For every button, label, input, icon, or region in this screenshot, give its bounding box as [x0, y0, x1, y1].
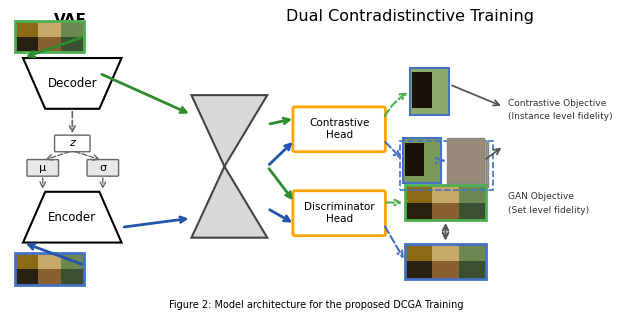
Bar	[400, 141, 493, 190]
Text: Decoder: Decoder	[47, 77, 97, 90]
Bar	[432, 261, 459, 279]
Text: z: z	[69, 138, 76, 148]
Bar	[38, 269, 61, 285]
Bar	[15, 253, 84, 285]
FancyBboxPatch shape	[54, 135, 90, 152]
Bar	[412, 73, 432, 108]
Bar	[61, 37, 84, 52]
Bar	[61, 269, 84, 285]
Bar	[459, 244, 486, 261]
Bar	[15, 269, 38, 285]
Polygon shape	[191, 95, 268, 238]
Bar	[405, 185, 432, 203]
Text: Figure 2: Model architecture for the proposed DCGA Training: Figure 2: Model architecture for the pro…	[169, 300, 464, 310]
Bar	[410, 68, 449, 115]
Text: σ: σ	[99, 163, 106, 173]
Bar	[15, 21, 38, 37]
Bar	[61, 21, 84, 37]
Bar	[432, 244, 459, 261]
Bar	[38, 21, 61, 37]
Bar	[38, 37, 61, 52]
Bar	[405, 203, 432, 220]
Text: Contrastive Objective: Contrastive Objective	[508, 100, 606, 108]
Bar	[459, 261, 486, 279]
Polygon shape	[23, 58, 122, 109]
Text: VAE: VAE	[54, 13, 87, 28]
Bar	[432, 203, 459, 220]
FancyBboxPatch shape	[293, 191, 385, 236]
Bar	[15, 21, 84, 52]
Bar	[15, 37, 38, 52]
Text: Contrastive
Head: Contrastive Head	[309, 119, 369, 140]
Bar	[15, 253, 38, 269]
Text: Dual Contradistinctive Training: Dual Contradistinctive Training	[286, 9, 534, 24]
Bar	[405, 143, 424, 176]
Bar	[38, 253, 61, 269]
Bar	[459, 185, 486, 203]
Bar	[405, 261, 432, 279]
Bar	[410, 68, 449, 115]
Bar	[405, 244, 432, 261]
Text: Encoder: Encoder	[48, 211, 97, 224]
Text: μ: μ	[39, 163, 46, 173]
Bar	[405, 244, 486, 279]
Bar	[449, 140, 486, 185]
Bar	[447, 138, 484, 183]
FancyBboxPatch shape	[27, 160, 58, 176]
FancyBboxPatch shape	[293, 107, 385, 152]
Bar	[403, 138, 440, 183]
Text: Discriminator
Head: Discriminator Head	[304, 203, 374, 224]
Bar	[405, 185, 486, 220]
Bar	[432, 185, 459, 203]
Text: (Instance level fidelity): (Instance level fidelity)	[508, 112, 612, 121]
Bar	[61, 253, 84, 269]
Text: (Set level fidelity): (Set level fidelity)	[508, 206, 589, 215]
Bar	[451, 142, 488, 187]
Polygon shape	[23, 192, 122, 243]
Bar	[459, 203, 486, 220]
Text: GAN Objective: GAN Objective	[508, 192, 573, 201]
FancyBboxPatch shape	[87, 160, 118, 176]
Bar	[403, 138, 440, 183]
